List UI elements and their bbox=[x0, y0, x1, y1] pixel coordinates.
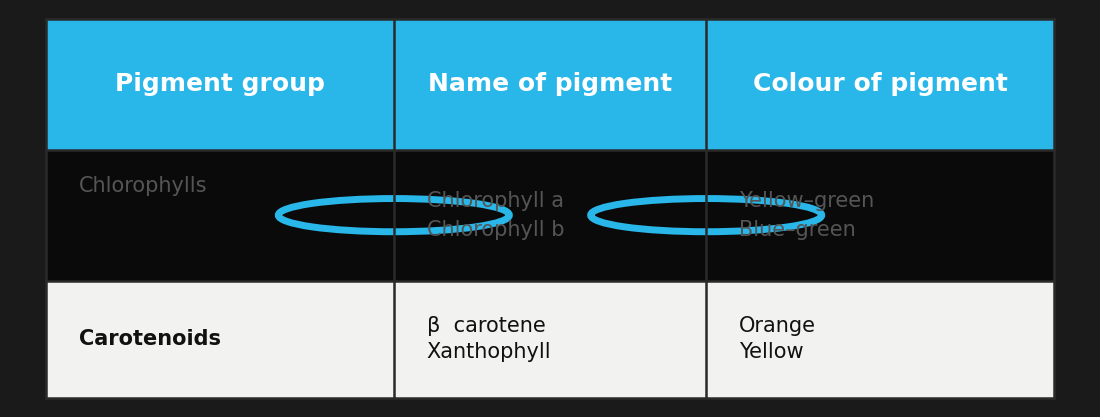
FancyBboxPatch shape bbox=[46, 150, 1054, 281]
Text: Colour of pigment: Colour of pigment bbox=[752, 72, 1008, 96]
Text: Pigment group: Pigment group bbox=[116, 72, 324, 96]
Text: Yellow: Yellow bbox=[739, 342, 804, 362]
Text: Chlorophyll a: Chlorophyll a bbox=[427, 191, 564, 211]
Text: Xanthophyll: Xanthophyll bbox=[427, 342, 551, 362]
FancyBboxPatch shape bbox=[46, 19, 1054, 150]
Ellipse shape bbox=[278, 198, 509, 232]
FancyBboxPatch shape bbox=[46, 281, 1054, 398]
Text: Carotenoids: Carotenoids bbox=[79, 329, 221, 349]
Text: Yellow–green: Yellow–green bbox=[739, 191, 874, 211]
Text: Chlorophyll b: Chlorophyll b bbox=[427, 219, 564, 239]
Text: Chlorophylls: Chlorophylls bbox=[79, 176, 208, 196]
Text: Orange: Orange bbox=[739, 317, 816, 337]
Ellipse shape bbox=[591, 198, 822, 232]
Text: Blue–green: Blue–green bbox=[739, 219, 856, 239]
Text: β  carotene: β carotene bbox=[427, 317, 546, 337]
Text: Name of pigment: Name of pigment bbox=[428, 72, 672, 96]
